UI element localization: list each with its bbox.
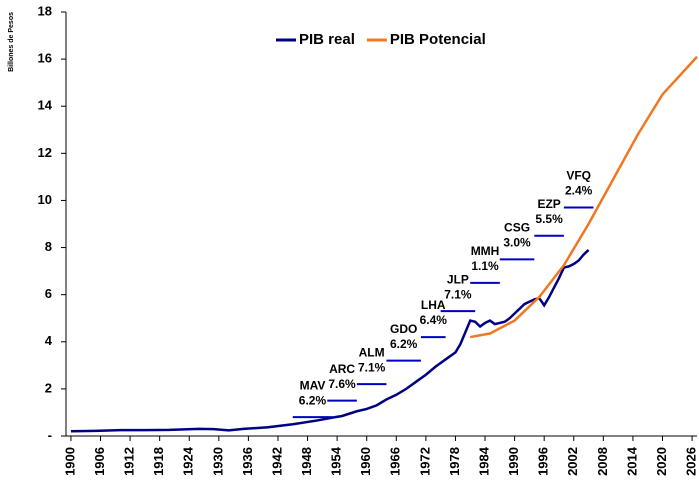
legend-label: PIB Potencial xyxy=(390,31,486,48)
x-tick-label: 2002 xyxy=(565,447,580,476)
x-tick-label: 2008 xyxy=(595,447,610,476)
x-tick-label: 1924 xyxy=(181,446,196,476)
period-name: EZP xyxy=(537,197,560,211)
y-tick-label: 18 xyxy=(38,3,52,18)
y-tick-label: - xyxy=(48,427,52,442)
y-tick-label: 14 xyxy=(38,98,53,113)
period-name: MMH xyxy=(471,244,500,258)
series-line xyxy=(470,55,698,339)
period-rate: 5.5% xyxy=(535,212,563,226)
x-tick-label: 1930 xyxy=(210,447,225,476)
x-tick-label: 1954 xyxy=(329,446,344,476)
x-tick-label: 1948 xyxy=(299,447,314,476)
period-name: LHA xyxy=(421,298,446,312)
y-tick-label: 6 xyxy=(45,286,52,301)
x-tick-label: 1966 xyxy=(388,447,403,476)
x-tick-label: 1912 xyxy=(122,447,137,476)
period-name: VFQ xyxy=(566,169,591,183)
period-rate: 3.0% xyxy=(503,236,531,250)
period-name: JLP xyxy=(447,272,469,286)
y-tick-label: 10 xyxy=(38,192,52,207)
period-name: ARC xyxy=(329,362,355,376)
y-tick-label: 2 xyxy=(45,380,52,395)
period-rate: 6.4% xyxy=(420,313,448,327)
period-rate: 7.6% xyxy=(328,377,356,391)
x-tick-label: 1942 xyxy=(269,447,284,476)
series-line xyxy=(70,249,590,433)
y-tick-label: 8 xyxy=(45,239,52,254)
x-tick-label: 1918 xyxy=(151,447,166,476)
period-rate: 6.2% xyxy=(390,337,418,351)
x-tick-label: 2014 xyxy=(624,446,639,476)
x-tick-label: 1996 xyxy=(536,447,551,476)
x-tick-label: 1972 xyxy=(417,447,432,476)
period-rate: 7.1% xyxy=(358,360,386,374)
x-tick-label: 1906 xyxy=(92,447,107,476)
x-tick-label: 1936 xyxy=(240,447,255,476)
x-tick-label: 1984 xyxy=(476,446,491,476)
period-name: GDO xyxy=(390,322,417,336)
period-name: CSG xyxy=(504,221,530,235)
period-rate: 6.2% xyxy=(299,393,327,407)
y-axis-label: Billones de Pesos xyxy=(8,12,15,72)
y-tick-label: 12 xyxy=(38,145,52,160)
period-name: ALM xyxy=(359,345,385,359)
y-tick-label: 16 xyxy=(38,51,52,66)
period-rate: 1.1% xyxy=(471,259,499,273)
x-tick-label: 1978 xyxy=(447,447,462,476)
x-tick-label: 1960 xyxy=(358,447,373,476)
period-rate: 7.1% xyxy=(444,287,472,301)
period-rate: 2.4% xyxy=(565,184,593,198)
x-tick-label: 2026 xyxy=(684,447,699,476)
period-name: MAV xyxy=(300,378,326,392)
x-tick-label: 1900 xyxy=(62,447,77,476)
y-tick-label: 4 xyxy=(45,333,53,348)
legend-label: PIB real xyxy=(299,31,355,48)
x-tick-label: 1990 xyxy=(506,447,521,476)
x-tick-label: 2020 xyxy=(654,447,669,476)
